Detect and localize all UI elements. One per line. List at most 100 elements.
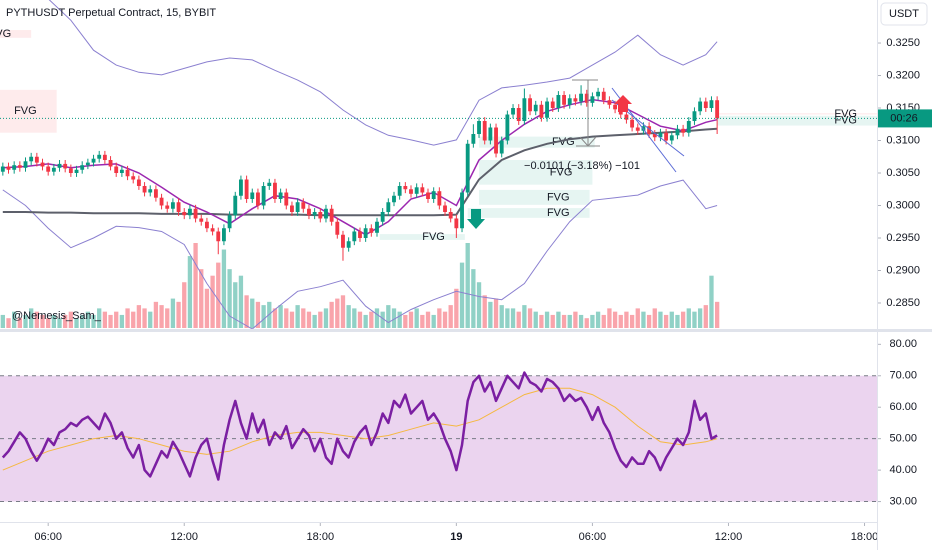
candle-body [448,211,453,219]
volume-bar [6,318,11,328]
volume-bar [244,295,249,328]
volume-bar [442,311,448,328]
candle-body [420,187,425,193]
volume-bar [261,305,266,328]
volume-bar [686,308,691,328]
volume-bar [590,314,595,328]
candle-body [199,218,204,222]
volume-bar [102,311,108,328]
candle-body [244,179,249,199]
fvg-zone [0,30,32,38]
candle-body [658,132,663,138]
candle-body [494,127,498,154]
indicator-line [2,127,718,217]
candle-body [312,211,317,216]
candle-body [505,114,510,141]
volume-bar [612,311,618,328]
volume-bar [199,269,204,328]
candle-body [329,208,334,222]
watermark: @Nemesis_Sam_ [12,310,102,322]
candle-body [34,156,39,163]
candle-body [335,221,340,235]
candle-body [562,95,566,105]
candle-body [278,192,283,199]
volume-bar [431,314,436,328]
volume-bar [216,262,221,328]
candle-body [392,195,396,203]
candle-body [516,108,521,122]
fvg-label: FVG [547,207,570,219]
candle-body [511,108,515,115]
candle-body [414,187,419,194]
candle-body [114,166,119,174]
candle-body [545,101,549,118]
volume-bar [567,314,572,328]
candle-body [652,134,657,138]
candle-body [29,156,34,162]
volume-bar [561,314,567,328]
volume-bar [397,311,402,328]
candle-body [403,185,408,190]
candle-body [46,166,51,172]
currency-button[interactable] [880,2,928,26]
candle-body [482,121,487,141]
volume-bar [516,311,521,328]
x-tick-label: 19 [450,531,462,543]
volume-bar [510,308,516,328]
y-tick-label: 0.2850 [886,297,920,309]
candle-body [119,169,124,174]
volume-bar [697,308,703,328]
volume-bar [153,301,159,328]
candle-body [97,154,102,159]
currency-label[interactable]: USDT [889,8,919,20]
candle-body [386,202,391,212]
volume-bar [80,314,85,328]
candle-body [437,191,442,206]
x-tick-label: 18:00 [851,531,879,543]
candle-body [193,208,198,219]
candle-body [125,169,130,177]
volume-bar [40,314,45,328]
candle-body [23,161,28,168]
candle-body [397,185,402,196]
volume-bar [233,282,238,328]
sell-signal-arrow [467,209,485,229]
candle-body [153,189,158,198]
volume-bar [176,301,181,328]
drawings [467,79,685,229]
volume-bar [346,305,351,328]
volume-bar [136,305,142,328]
candle-body [0,166,5,172]
candle-body [375,221,379,233]
volume-bar [329,301,334,328]
candle-body [380,211,385,222]
candle-body [51,167,56,172]
volume-bar [204,288,210,328]
volume-bar [675,314,680,328]
candle-body [341,234,345,248]
candle-body [692,111,697,122]
volume-bar [91,314,96,328]
candle-body [715,100,720,119]
volume-bar [380,311,385,328]
candle-body [488,127,493,141]
candle-body [369,228,374,233]
volume-bar [363,314,368,328]
volume-bar [646,314,652,328]
volume-bar [51,314,57,328]
candle-body [256,192,260,206]
candle-body [635,127,640,131]
candle-body [324,208,328,219]
candle-body [363,228,368,238]
volume-bar [210,275,215,328]
candle-body [709,100,714,109]
candle-body [250,192,255,199]
volume-bar [374,308,380,328]
candle-body [698,101,703,112]
candle-body [460,192,464,229]
candle-body [159,197,164,206]
price-pane: FVGFVGFVGFVGFVGFVGFVGFVGFVG [0,0,877,329]
measure-label: −0.0101 (−3.18%) −101 [524,160,640,172]
y-tick-label: 0.3250 [886,37,920,49]
y-tick-label: 30.00 [889,495,917,507]
